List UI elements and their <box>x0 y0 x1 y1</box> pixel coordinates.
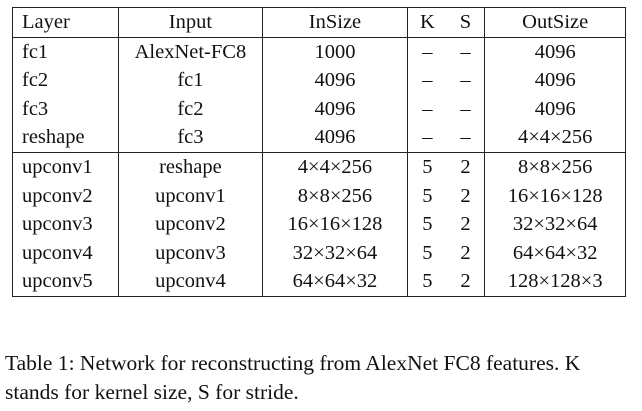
cell-layer: fc3 <box>11 94 120 124</box>
cell-layer: upconv5 <box>11 267 120 297</box>
header-k: K <box>407 7 447 38</box>
cell-input: upconv3 <box>118 238 263 268</box>
table-row: upconv1 reshape 4×4×256 5 2 8×8×256 <box>11 152 626 182</box>
cell-s: – <box>446 37 486 67</box>
caption-label: Table 1: <box>5 351 75 375</box>
table-row: upconv3 upconv2 16×16×128 5 2 32×32×64 <box>11 210 626 239</box>
cell-k: – <box>407 123 447 153</box>
cell-layer: upconv3 <box>11 210 120 239</box>
cell-s: 2 <box>446 152 486 182</box>
cell-k: – <box>422 97 433 120</box>
cell-k: 5 <box>407 267 447 297</box>
cell-input: upconv1 <box>118 181 263 211</box>
cell-input: reshape <box>118 152 263 182</box>
cell-k: 5 <box>422 156 433 179</box>
header-input: Input <box>118 7 263 38</box>
upconv-group: upconv1 reshape 4×4×256 5 2 8×8×256 upco… <box>11 152 626 297</box>
cell-outsize: 64×64×32 <box>484 238 626 268</box>
table-row: reshape fc3 4096 – – 4×4×256 <box>11 123 626 153</box>
header-layer: Layer <box>11 7 120 38</box>
table-row: fc3 fc2 4096 – – 4096 <box>11 94 626 124</box>
cell-outsize: 4096 <box>484 94 626 124</box>
cell-outsize: 4096 <box>484 66 626 95</box>
cell-input: upconv2 <box>118 210 263 239</box>
network-architecture-table: Layer Input InSize K S OutSize fc1 AlexN… <box>11 7 626 297</box>
cell-layer: upconv4 <box>11 238 120 268</box>
table-caption: Table 1: Network for reconstructing from… <box>5 349 637 407</box>
cell-outsize: 8×8×256 <box>484 152 626 182</box>
cell-outsize: 16×16×128 <box>484 181 626 211</box>
cell-k: – <box>422 69 433 92</box>
caption-text: Network for reconstructing from AlexNet … <box>5 351 581 404</box>
cell-input: fc2 <box>118 94 263 124</box>
cell-s: 2 <box>446 238 486 268</box>
cell-input: AlexNet-FC8 <box>118 37 263 67</box>
cell-layer: upconv1 <box>11 152 120 182</box>
cell-insize: 8×8×256 <box>262 181 409 211</box>
header-s: S <box>446 7 486 38</box>
cell-input: fc1 <box>118 66 263 95</box>
cell-layer: fc1 <box>11 37 120 67</box>
cell-s: 2 <box>446 267 486 297</box>
table-row: fc2 fc1 4096 – – 4096 <box>11 66 626 95</box>
cell-outsize: 32×32×64 <box>484 210 626 239</box>
cell-insize: 16×16×128 <box>262 210 409 239</box>
cell-input: upconv4 <box>118 267 263 297</box>
cell-layer: upconv2 <box>11 181 120 211</box>
table-row: fc1 AlexNet-FC8 1000 – – 4096 <box>11 37 626 67</box>
cell-s: 2 <box>446 210 486 239</box>
cell-k: – <box>422 40 433 63</box>
cell-insize: 4096 <box>262 123 409 153</box>
cell-insize: 4096 <box>262 94 409 124</box>
fully-connected-group: fc1 AlexNet-FC8 1000 – – 4096 fc2 fc1 40… <box>11 37 626 153</box>
table-row: upconv2 upconv1 8×8×256 5 2 16×16×128 <box>11 181 626 211</box>
cell-k: 5 <box>422 241 433 264</box>
cell-input: fc3 <box>118 123 263 153</box>
cell-insize: 32×32×64 <box>262 238 409 268</box>
cell-k: 5 <box>422 213 433 236</box>
cell-layer: reshape <box>11 123 120 153</box>
cell-outsize: 128×128×3 <box>484 267 626 297</box>
table-header-row: Layer Input InSize K S OutSize <box>11 7 626 38</box>
cell-s: 2 <box>446 181 486 211</box>
cell-outsize: 4096 <box>484 37 626 67</box>
table-row: upconv4 upconv3 32×32×64 5 2 64×64×32 <box>11 238 626 268</box>
cell-outsize: 4×4×256 <box>484 123 626 153</box>
header-outsize: OutSize <box>484 7 626 38</box>
cell-s: – <box>446 94 486 124</box>
cell-s: – <box>446 123 486 153</box>
header-insize: InSize <box>262 7 409 38</box>
cell-insize: 1000 <box>262 37 409 67</box>
cell-layer: fc2 <box>11 66 120 95</box>
table-row: upconv5 upconv4 64×64×32 5 2 128×128×3 <box>11 267 626 297</box>
cell-s: – <box>446 66 486 95</box>
cell-insize: 64×64×32 <box>262 267 409 297</box>
cell-insize: 4×4×256 <box>262 152 409 182</box>
cell-k: 5 <box>422 184 433 207</box>
cell-insize: 4096 <box>262 66 409 95</box>
